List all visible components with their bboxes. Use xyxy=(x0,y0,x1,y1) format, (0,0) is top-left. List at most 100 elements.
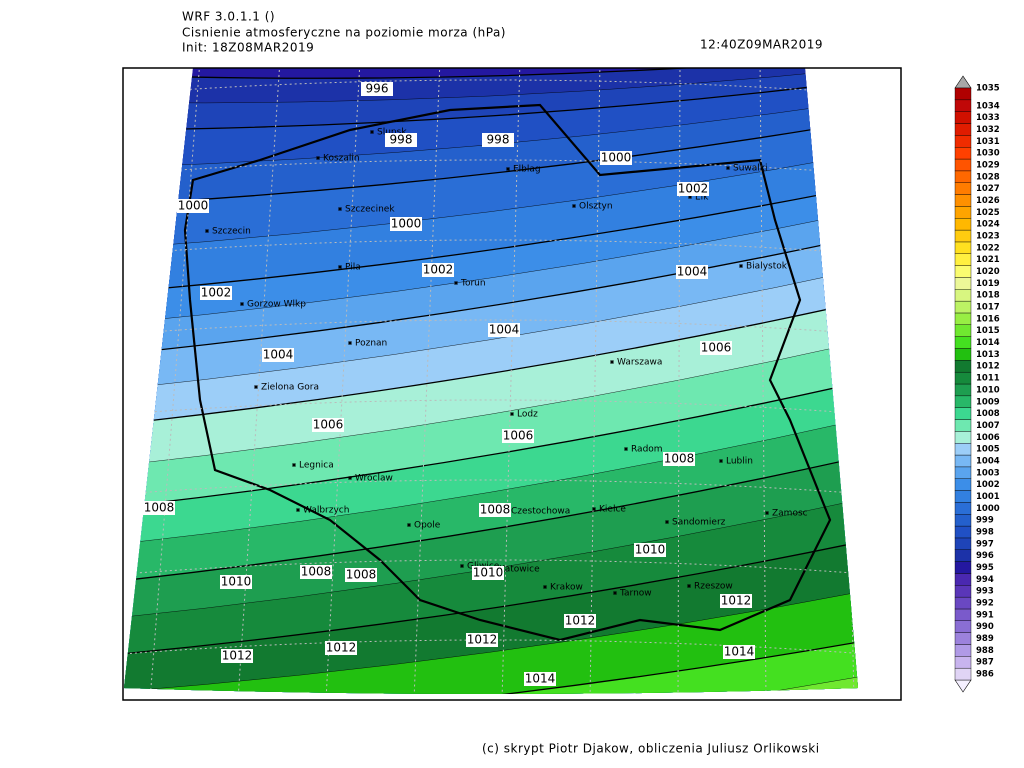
colorbar-cell xyxy=(954,206,972,219)
colorbar-cell xyxy=(954,644,972,657)
isobar-label-bg xyxy=(390,217,422,231)
city-label: Poznan xyxy=(355,339,387,349)
colorbar-label: 994 xyxy=(976,575,994,585)
isobar-label: 1006 xyxy=(503,429,534,443)
colorbar-label: 991 xyxy=(976,610,994,620)
isobar-label: 1012 xyxy=(565,614,596,628)
isobar-label: 1000 xyxy=(178,199,209,213)
colorbar-label: 1021 xyxy=(976,255,1000,265)
colorbar-cell xyxy=(954,632,972,645)
city-label: Tarnow xyxy=(619,589,652,599)
isobar xyxy=(124,68,858,104)
graticule xyxy=(589,68,601,694)
graticule xyxy=(759,68,767,694)
isobar-label: 1006 xyxy=(701,341,732,355)
colorbar-label: 1013 xyxy=(976,350,1000,360)
isobar-label: 998 xyxy=(390,133,413,147)
isobar-label: 1012 xyxy=(467,633,498,647)
colorbar-cell xyxy=(954,656,972,669)
colorbar-label: 998 xyxy=(976,528,994,538)
colorbar-cell xyxy=(954,585,972,598)
isobar-label: 1002 xyxy=(201,286,232,300)
colorbar-cell xyxy=(954,324,972,337)
colorbar-cell xyxy=(954,218,972,231)
city-label: Zielona Gora xyxy=(261,383,319,393)
colorbar-label: 1004 xyxy=(976,456,1000,466)
colorbar-label: 989 xyxy=(976,634,994,644)
isobar xyxy=(124,79,858,131)
colorbar-cell xyxy=(954,182,972,195)
isobar-label: 1012 xyxy=(222,649,253,663)
city-marker xyxy=(348,341,352,345)
isobar-label: 1002 xyxy=(423,263,454,277)
colorbar-cell xyxy=(954,620,972,633)
colorbar-cell xyxy=(954,667,972,681)
graticule xyxy=(413,68,441,694)
city-label: Szczecinek xyxy=(345,205,395,215)
colorbar-label: 986 xyxy=(976,670,994,680)
colorbar-cell xyxy=(954,360,972,373)
city-label: Czestochowa xyxy=(511,507,570,517)
graticule xyxy=(149,68,201,694)
colorbar-cell xyxy=(954,608,972,622)
colorbar-label: 1003 xyxy=(976,468,1000,478)
city-marker xyxy=(296,508,300,512)
colorbar-cell xyxy=(954,229,972,243)
city-marker xyxy=(592,507,596,511)
map-title: Cisnienie atmosferyczne na poziomie morz… xyxy=(182,26,506,40)
isobar-label: 1008 xyxy=(480,503,511,517)
colorbar-label: 993 xyxy=(976,587,994,597)
colorbar-label: 1009 xyxy=(976,397,1000,407)
isobar xyxy=(124,234,858,356)
isobar xyxy=(124,119,858,206)
isobar-label: 1010 xyxy=(473,566,504,580)
isobar-label-bg xyxy=(466,633,498,647)
city-label: Elblag xyxy=(513,165,541,175)
colorbar-cell xyxy=(954,277,972,290)
colorbar-label: 1005 xyxy=(976,445,1000,455)
colorbar-cell xyxy=(954,383,972,397)
city-label: Rzeszow xyxy=(694,582,733,592)
init-time: Init: 18Z08MAR2019 xyxy=(182,41,314,55)
colorbar-label: 1031 xyxy=(976,137,1000,147)
colorbar-cell xyxy=(954,371,972,385)
isobar-label-bg xyxy=(720,594,752,608)
city-label: Pila xyxy=(345,263,361,273)
colorbar-label: 1024 xyxy=(976,220,1000,230)
colorbar-label: 1018 xyxy=(976,291,1000,301)
isobar-label-bg xyxy=(479,503,511,517)
city-label: Legnica xyxy=(299,461,334,471)
colorbar-cell xyxy=(954,87,972,101)
isobar xyxy=(124,267,858,391)
colorbar-label: 988 xyxy=(976,646,994,656)
city-label: Elk xyxy=(695,193,709,203)
city-label: Bialystok xyxy=(746,262,788,272)
city-marker xyxy=(240,302,244,306)
city-marker xyxy=(726,166,730,170)
isobar-label-bg xyxy=(600,151,632,165)
colorbar-label: 1019 xyxy=(976,279,1000,289)
city-label: Kielce xyxy=(599,505,626,515)
isobar xyxy=(124,454,858,583)
city-marker xyxy=(765,511,769,515)
isobar-label: 1008 xyxy=(346,568,377,582)
colorbar-label: 997 xyxy=(976,539,994,549)
colorbar-label: 1028 xyxy=(976,172,1000,182)
pressure-band xyxy=(110,710,870,768)
colorbar-label: 1023 xyxy=(976,232,1000,242)
colorbar-label: 996 xyxy=(976,551,994,561)
isobar-label-bg xyxy=(262,348,294,362)
colorbar-cell xyxy=(954,431,972,444)
city-marker xyxy=(687,584,691,588)
city-marker xyxy=(254,385,258,389)
isobar-label: 1014 xyxy=(724,645,755,659)
colorbar-label: 1026 xyxy=(976,196,1000,206)
isobar-label: 1012 xyxy=(721,594,752,608)
city-marker xyxy=(292,463,296,467)
city-marker xyxy=(739,264,743,268)
city-marker xyxy=(613,591,617,595)
colorbar-cell xyxy=(954,514,972,527)
isobar-label-bg xyxy=(325,641,357,655)
colorbar-cell xyxy=(954,561,972,574)
model-name: WRF 3.0.1.1 () xyxy=(182,10,275,24)
